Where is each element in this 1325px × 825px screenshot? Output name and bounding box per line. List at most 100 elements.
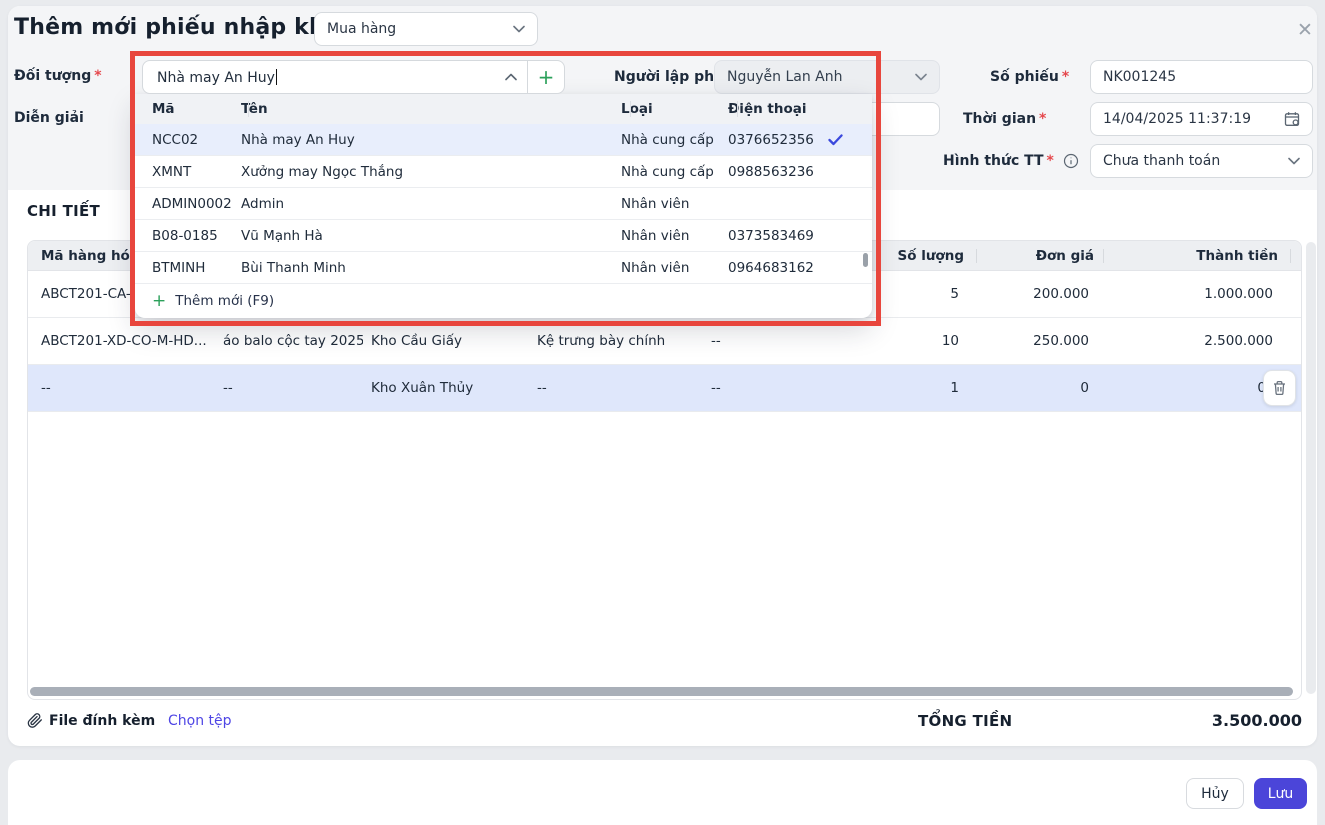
cell-don-gia: 0 (1080, 380, 1089, 396)
dd-cell-ma: ADMIN0002 (152, 195, 232, 212)
so-phieu-label: Số phiếu * (990, 69, 1070, 85)
chevron-up-icon[interactable] (505, 73, 517, 81)
calendar-icon[interactable] (1284, 111, 1300, 127)
cell-ten-hang-hoa: áo balo cộc tay 2025 (... (223, 333, 363, 349)
dd-cell-dien-thoai: 0964683162 (728, 259, 814, 276)
dropdown-add-new[interactable]: + Thêm mới (F9) (135, 284, 872, 317)
dropdown-header: Mã Tên Loại Điện thoại (135, 94, 872, 124)
doc-type-value: Mua hàng (327, 21, 397, 37)
dropdown-row[interactable]: BTMINH Bùi Thanh Minh Nhân viên 09646831… (135, 252, 872, 284)
cell-thanh-tien: 2.500.000 (1204, 333, 1273, 349)
dd-cell-ten: Vũ Mạnh Hà (241, 227, 323, 244)
dd-cell-dien-thoai: 0988563236 (728, 163, 814, 180)
dd-cell-ten: Admin (241, 195, 285, 212)
cell-lo: -- (711, 333, 721, 349)
delete-row-button[interactable] (1263, 370, 1296, 406)
info-icon[interactable] (1063, 153, 1079, 169)
dd-cell-ten: Xưởng may Ngọc Thắng (241, 163, 404, 180)
hinh-thuc-tt-label: Hình thức TT * (943, 153, 1054, 169)
cell-thanh-tien: 0 (1257, 380, 1266, 396)
search-value: Nhà may An Huy (157, 69, 275, 86)
hinh-thuc-tt-select[interactable]: Chưa thanh toán (1090, 144, 1313, 178)
horizontal-scrollbar[interactable] (30, 687, 1293, 696)
dropdown-col-ten: Tên (241, 101, 268, 117)
save-button[interactable]: Lưu (1254, 778, 1307, 809)
dropdown-row[interactable]: XMNT Xưởng may Ngọc Thắng Nhà cung cấp 0… (135, 156, 872, 188)
dd-cell-loai: Nhân viên (621, 227, 690, 244)
required-mark: * (94, 68, 102, 84)
thoi-gian-value: 14/04/2025 11:37:19 (1103, 111, 1252, 127)
dd-cell-ma: BTMINH (152, 259, 206, 276)
dropdown-row[interactable]: ADMIN0002 Admin Nhân viên (135, 188, 872, 220)
col-thanh-tien: Thành tiền (1196, 248, 1278, 264)
divider (527, 61, 528, 93)
cell-kho: Kho Xuân Thủy (371, 380, 474, 396)
nguoi-lap-phieu-label: Người lập phiếu (614, 69, 739, 85)
total-value: 3.500.000 (1211, 711, 1302, 730)
required-mark: * (1061, 69, 1070, 85)
dd-cell-loai: Nhà cung cấp (621, 131, 714, 148)
plus-icon: + (152, 290, 167, 311)
cell-ma-hang-hoa: -- (41, 380, 51, 396)
thoi-gian-input[interactable]: 14/04/2025 11:37:19 (1090, 102, 1313, 136)
detail-section-title: CHI TIẾT (27, 202, 101, 220)
required-mark: * (1039, 111, 1047, 127)
dd-cell-ten: Bùi Thanh Minh (241, 259, 346, 276)
dd-cell-loai: Nhân viên (621, 259, 690, 276)
dd-cell-ma: B08-0185 (152, 227, 218, 244)
nguoi-lap-phieu-select[interactable]: Nguyễn Lan Anh (714, 60, 940, 94)
action-bar (8, 760, 1317, 825)
chevron-down-icon (513, 25, 525, 33)
check-icon (828, 133, 843, 146)
required-mark: * (1046, 153, 1054, 169)
cell-so-luong: 1 (950, 380, 959, 396)
dd-cell-dien-thoai: 0376652356 (728, 131, 814, 148)
dropdown-col-ma: Mã (152, 101, 175, 117)
dd-cell-ten: Nhà may An Huy (241, 131, 355, 148)
doi-tuong-search-combo: Nhà may An Huy + (142, 60, 565, 94)
dd-cell-ma: XMNT (152, 163, 192, 180)
hinh-thuc-tt-value: Chưa thanh toán (1103, 153, 1221, 169)
cell-ma-hang-hoa: ABCT201-CA-CC (41, 286, 150, 302)
dropdown-scrollbar-thumb[interactable] (863, 253, 868, 267)
cell-thanh-tien: 1.000.000 (1204, 286, 1273, 302)
choose-file-link[interactable]: Chọn tệp (168, 713, 232, 729)
so-phieu-input[interactable]: NK001245 (1090, 60, 1313, 94)
table-row-selected[interactable]: -- -- Kho Xuân Thủy -- -- 1 0 0 (28, 365, 1301, 412)
thoi-gian-label: Thời gian * (963, 111, 1047, 127)
search-input[interactable]: Nhà may An Huy (143, 68, 278, 86)
doi-tuong-label: Đối tượng * (14, 68, 102, 84)
cell-don-gia: 250.000 (1033, 333, 1089, 349)
add-object-button[interactable]: + (537, 65, 555, 89)
paperclip-icon (27, 712, 43, 729)
cell-kho: Kho Cầu Giấy (371, 333, 462, 349)
chevron-down-icon (915, 73, 927, 81)
object-dropdown-panel: Mã Tên Loại Điện thoại NCC02 Nhà may An … (135, 94, 872, 318)
cell-vi-tri: -- (537, 380, 547, 396)
dropdown-col-loai: Loại (621, 101, 653, 117)
table-row[interactable]: ABCT201-XD-CO-M-HD... áo balo cộc tay 20… (28, 318, 1301, 365)
cell-lo: -- (711, 380, 721, 396)
nguoi-lap-phieu-value: Nguyễn Lan Anh (727, 69, 843, 85)
cancel-button[interactable]: Hủy (1186, 778, 1244, 809)
chevron-down-icon (1288, 157, 1300, 165)
page-title: Thêm mới phiếu nhập kho (14, 15, 341, 40)
col-ma-hang-hoa: Mã hàng hóa (41, 248, 139, 264)
cell-vi-tri: Kệ trưng bày chính (537, 333, 666, 349)
attachment-label: File đính kèm (49, 713, 156, 729)
dd-cell-ma: NCC02 (152, 131, 199, 148)
add-new-label: Thêm mới (F9) (175, 292, 275, 309)
vertical-scrollbar[interactable] (1306, 242, 1316, 694)
doc-type-select[interactable]: Mua hàng (314, 12, 538, 46)
dd-cell-loai: Nhà cung cấp (621, 163, 714, 180)
col-don-gia: Đơn giá (1035, 248, 1094, 264)
cell-don-gia: 200.000 (1033, 286, 1089, 302)
dropdown-row[interactable]: B08-0185 Vũ Mạnh Hà Nhân viên 0373583469 (135, 220, 872, 252)
dd-cell-dien-thoai: 0373583469 (728, 227, 814, 244)
total-label: TỔNG TIỀN (918, 712, 1013, 730)
cell-so-luong: 10 (941, 333, 959, 349)
close-icon[interactable]: ✕ (1297, 19, 1313, 41)
cell-ma-hang-hoa: ABCT201-XD-CO-M-HD... (41, 333, 207, 349)
dropdown-row-selected[interactable]: NCC02 Nhà may An Huy Nhà cung cấp 037665… (135, 124, 872, 156)
